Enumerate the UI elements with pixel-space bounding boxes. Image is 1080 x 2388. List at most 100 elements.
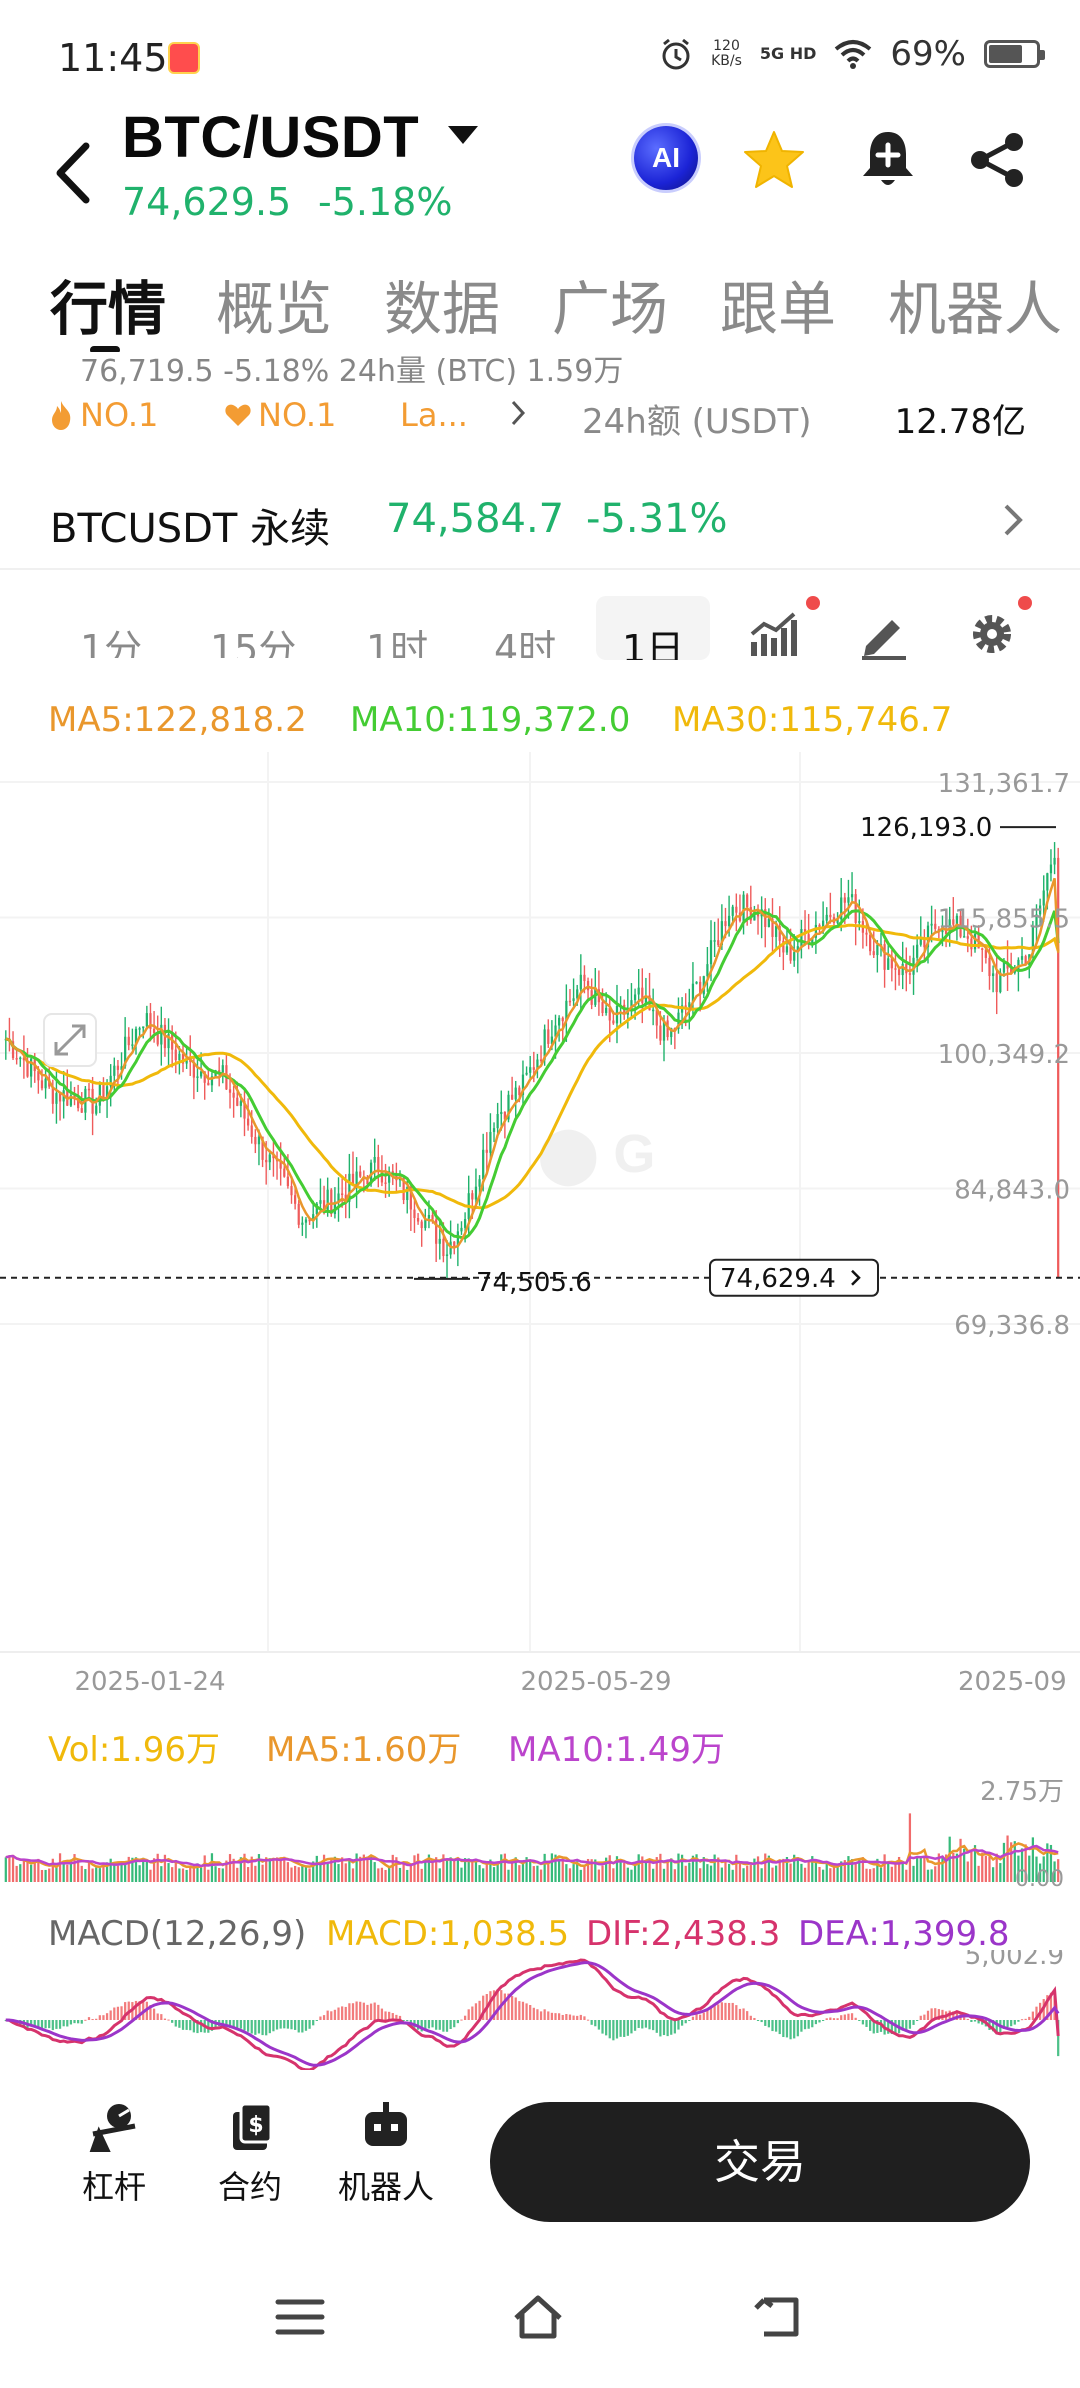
macd-bar [525, 2003, 528, 2020]
macd-bar [330, 2011, 333, 2020]
menu-icon[interactable] [272, 2292, 328, 2342]
pair-title[interactable]: BTC/USDT [122, 105, 420, 170]
ai-icon[interactable]: AI [634, 126, 698, 190]
y-tick-label: 100,349.2 [938, 1040, 1070, 1070]
macd-bar [543, 2009, 546, 2020]
settings-gear-icon[interactable] [964, 606, 1020, 662]
bell-plus-icon[interactable] [858, 128, 918, 190]
candle-body [822, 920, 825, 928]
interval-15m[interactable]: 15分 [210, 627, 297, 658]
interval-1m[interactable]: 1分 [80, 627, 143, 658]
perpetual-row[interactable]: BTCUSDT 永续 74,584.7 -5.31% [0, 470, 1080, 570]
volume-bar [178, 1868, 181, 1882]
draw-pencil-icon[interactable] [856, 606, 912, 662]
volume-bar [521, 1861, 525, 1882]
candle-body [308, 1219, 311, 1222]
macd-bar [44, 2020, 47, 2029]
macd-bar [156, 2013, 159, 2020]
candle-body [283, 1168, 286, 1177]
volume-bar [37, 1858, 40, 1882]
volume-bar [507, 1869, 510, 1882]
volume-bar [58, 1853, 62, 1882]
bot-button[interactable]: 机器人 [326, 2100, 446, 2208]
macd-bar [460, 2019, 463, 2021]
candle-body [926, 925, 930, 948]
macd-bar [398, 2015, 402, 2020]
volume-bar [894, 1861, 897, 1882]
macd-bar [312, 2020, 315, 2026]
candle-body [359, 1171, 362, 1177]
star-icon[interactable] [742, 128, 806, 192]
candle-body [814, 924, 818, 938]
tab-data[interactable]: 数据 [384, 275, 501, 343]
volume-chart[interactable]: 2.75万 0.00 [0, 1760, 1080, 1890]
volume-bar [283, 1856, 286, 1882]
candle-body [952, 919, 955, 925]
tab-market[interactable]: 行情 [50, 275, 167, 343]
leverage-button[interactable]: 杠杆 [54, 2100, 174, 2208]
candle-body [1042, 890, 1045, 906]
macd-bar [930, 2008, 933, 2020]
candle-body [724, 921, 727, 927]
caret-down-icon[interactable] [448, 126, 478, 144]
contract-button[interactable]: $ 合约 [190, 2100, 310, 2208]
back-arrow-icon[interactable] [50, 138, 96, 208]
candle-body [521, 1074, 525, 1095]
interval-1h[interactable]: 1时 [366, 627, 429, 658]
candle-body [15, 1058, 18, 1060]
indicator-icon[interactable] [748, 606, 804, 662]
candle-body [1038, 905, 1042, 915]
macd-bar [554, 2013, 557, 2020]
rank-favorite[interactable]: NO.1 [224, 396, 336, 434]
volume-bar [424, 1860, 427, 1882]
volume-bar [239, 1857, 242, 1882]
tab-copy-trading[interactable]: 跟单 [720, 275, 837, 343]
candlestick-chart[interactable]: ⬤ G 131,361.7 115,855.5 100,349.2 84,843.0 6… [0, 752, 1080, 1692]
tag-more[interactable]: La... [400, 396, 468, 434]
tab-overview[interactable]: 概览 [216, 275, 333, 343]
candle-body [742, 894, 745, 921]
macd-bar [822, 2020, 825, 2021]
volume-bar [717, 1857, 720, 1882]
candle-body [749, 907, 752, 921]
current-price-tag[interactable]: 74,629.4 [709, 1258, 879, 1297]
candle-body [456, 1231, 459, 1247]
candle-body [348, 1173, 351, 1202]
interval-1d[interactable]: 1日 [596, 596, 711, 660]
rank-hot[interactable]: NO.1 [48, 396, 158, 434]
vol-label: Vol:1.96万 [48, 1730, 221, 1770]
macd-bar [749, 2015, 752, 2020]
macd-bar [77, 2020, 80, 2024]
volume-bar [981, 1852, 984, 1882]
volume-bar [832, 1866, 836, 1882]
tab-bots[interactable]: 机器人 [888, 275, 1063, 343]
candle-body [203, 1071, 206, 1083]
share-icon[interactable] [968, 130, 1028, 190]
candle-body [73, 1095, 76, 1099]
macd-bar [521, 2001, 525, 2020]
volume-bar [612, 1868, 615, 1882]
chevron-right-icon[interactable] [508, 398, 528, 428]
home-icon[interactable] [510, 2292, 566, 2342]
tab-square[interactable]: 广场 [552, 275, 669, 343]
volume-bar [40, 1869, 44, 1882]
candle-body [539, 1059, 543, 1061]
candle-body [608, 1007, 611, 1021]
macd-bar [489, 1991, 492, 2020]
volume-bar [536, 1865, 539, 1882]
chevron-right-icon[interactable] [1000, 500, 1026, 540]
macd-bar [377, 2004, 380, 2020]
expand-icon[interactable] [43, 1013, 97, 1067]
back-icon[interactable] [750, 2292, 806, 2342]
candle-body [1017, 959, 1020, 970]
candle-body [984, 949, 987, 958]
interval-4h[interactable]: 4时 [494, 627, 557, 658]
macd-bar [308, 2020, 311, 2029]
battery-percent: 69% [890, 34, 966, 74]
volume-bar [836, 1866, 839, 1882]
macd-bar [84, 2019, 87, 2021]
trade-button[interactable]: 交易 [490, 2102, 1030, 2222]
candle-body [746, 894, 749, 908]
macd-chart[interactable]: 5,002.9 [0, 1950, 1080, 2070]
volume-bar [615, 1856, 619, 1882]
